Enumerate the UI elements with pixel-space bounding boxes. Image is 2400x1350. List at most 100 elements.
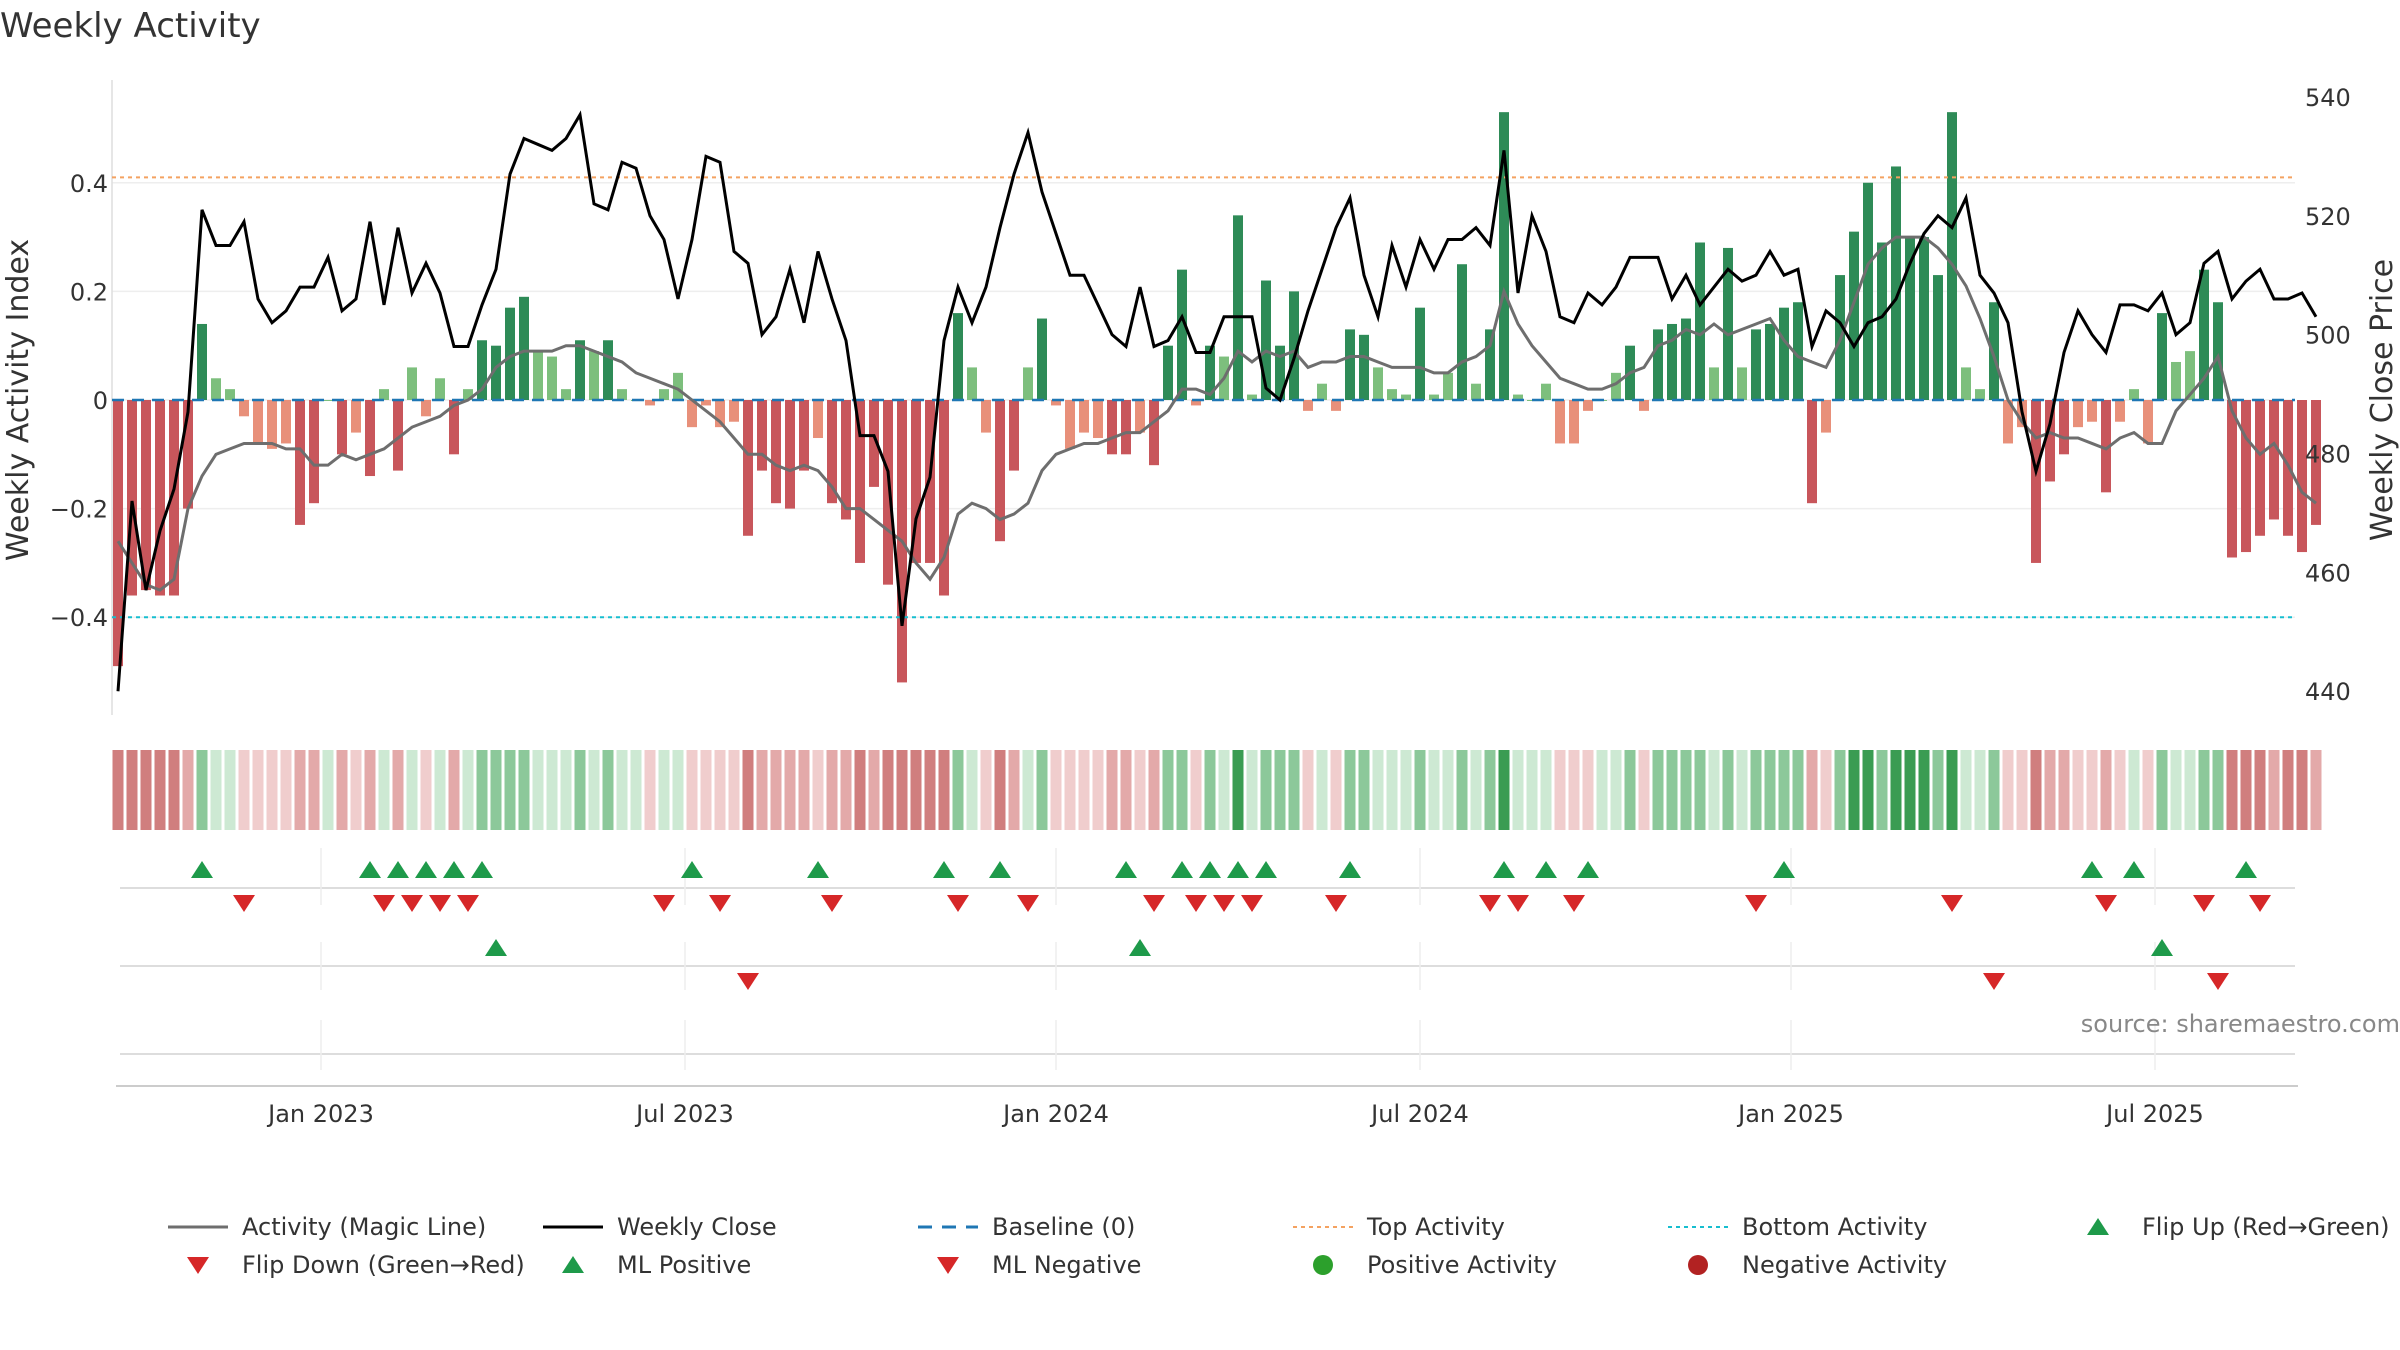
activity-bar xyxy=(2255,400,2265,536)
activity-strip-cell xyxy=(2170,750,2182,830)
activity-strip-cell xyxy=(1862,750,1874,830)
flip-down-marker xyxy=(709,895,731,912)
y2-axis-label: Weekly Close Price xyxy=(2365,259,2400,541)
activity-strip-cell xyxy=(154,750,166,830)
flip-down-marker xyxy=(1479,895,1501,912)
activity-bar xyxy=(519,296,529,400)
legend-label: ML Positive xyxy=(617,1251,752,1279)
activity-strip-cell xyxy=(1596,750,1608,830)
activity-strip-cell xyxy=(1050,750,1062,830)
legend-item: ML Negative xyxy=(918,1246,1141,1284)
activity-strip-cell xyxy=(714,750,726,830)
legend-item: Weekly Close xyxy=(543,1208,777,1246)
activity-bar xyxy=(1723,247,1733,400)
activity-bar xyxy=(799,400,809,471)
activity-bar xyxy=(2311,400,2321,525)
activity-bar xyxy=(1023,367,1033,400)
activity-strip-cell xyxy=(392,750,404,830)
activity-strip-cell xyxy=(252,750,264,830)
activity-strip-cell xyxy=(406,750,418,830)
activity-bar xyxy=(1751,329,1761,400)
legend-label: Activity (Magic Line) xyxy=(242,1213,487,1241)
solid-black-line-icon xyxy=(543,1225,603,1229)
activity-bar xyxy=(841,400,851,520)
activity-bar xyxy=(1037,318,1047,400)
activity-bar xyxy=(2101,400,2111,493)
activity-bar xyxy=(295,400,305,525)
activity-bar xyxy=(491,345,501,400)
activity-strip-cell xyxy=(168,750,180,830)
activity-strip-cell xyxy=(1218,750,1230,830)
activity-strip-cell xyxy=(1288,750,1300,830)
activity-strip-cell xyxy=(1134,750,1146,830)
activity-strip-cell xyxy=(2002,750,2014,830)
flip-up-marker xyxy=(2123,861,2145,878)
flip-down-marker xyxy=(1213,895,1235,912)
flip-down-marker xyxy=(653,895,675,912)
flip-up-marker xyxy=(1227,861,1249,878)
activity-bar xyxy=(715,400,725,428)
legend-item: Bottom Activity xyxy=(1668,1208,1927,1246)
activity-strip-cell xyxy=(476,750,488,830)
activity-strip-cell xyxy=(112,750,124,830)
activity-bar xyxy=(575,340,585,400)
x-tick-label: Jul 2024 xyxy=(1369,1100,1469,1128)
flip-up-marker xyxy=(1255,861,1277,878)
legend-label: ML Negative xyxy=(992,1251,1142,1279)
activity-strip-cell xyxy=(378,750,390,830)
activity-bar xyxy=(1499,112,1509,400)
activity-bar xyxy=(2269,400,2279,520)
activity-bar xyxy=(1401,394,1411,400)
activity-bar xyxy=(505,307,515,400)
activity-strip-cell xyxy=(1960,750,1972,830)
activity-bar xyxy=(281,400,291,444)
activity-strip-cell xyxy=(546,750,558,830)
activity-strip-cell xyxy=(1554,750,1566,830)
activity-strip-cell xyxy=(434,750,446,830)
activity-strip-cell xyxy=(2310,750,2322,830)
activity-strip-cell xyxy=(952,750,964,830)
activity-bar xyxy=(1611,372,1621,400)
activity-bar xyxy=(1009,400,1019,471)
activity-strip-cell xyxy=(364,750,376,830)
flip-up-marker xyxy=(1535,861,1557,878)
activity-strip-cell xyxy=(210,750,222,830)
activity-strip-cell xyxy=(1624,750,1636,830)
flip-up-marker xyxy=(1199,861,1221,878)
activity-strip-cell xyxy=(1974,750,1986,830)
activity-strip-cell xyxy=(1652,750,1664,830)
flip-down-marker xyxy=(2095,895,2117,912)
activity-strip-cell xyxy=(196,750,208,830)
activity-strip-cell xyxy=(2072,750,2084,830)
activity-strip-cell xyxy=(1456,750,1468,830)
activity-strip-cell xyxy=(1442,750,1454,830)
activity-bar xyxy=(645,400,655,406)
legend-item: ML Positive xyxy=(543,1246,751,1284)
activity-strip-cell xyxy=(1498,750,1510,830)
activity-strip-cell xyxy=(1834,750,1846,830)
activity-strip-cell xyxy=(1190,750,1202,830)
activity-bar xyxy=(1107,400,1117,455)
green-dot-icon xyxy=(1313,1255,1333,1275)
flip-up-marker xyxy=(989,861,1011,878)
activity-bar xyxy=(141,400,151,591)
activity-strip-cell xyxy=(2268,750,2280,830)
activity-strip-cell xyxy=(1302,750,1314,830)
activity-strip-cell xyxy=(1484,750,1496,830)
activity-bar xyxy=(673,372,683,400)
activity-strip-cell xyxy=(308,750,320,830)
activity-bar xyxy=(1695,242,1705,400)
activity-bar xyxy=(2129,389,2139,400)
flip-down-marker xyxy=(1563,895,1585,912)
legend-label: Positive Activity xyxy=(1367,1251,1557,1279)
activity-bar xyxy=(1345,329,1355,400)
activity-strip-cell xyxy=(1778,750,1790,830)
activity-strip-cell xyxy=(126,750,138,830)
activity-bar xyxy=(253,400,263,444)
grid-layer xyxy=(111,80,2298,1087)
activity-strip-cell xyxy=(1876,750,1888,830)
activity-bar xyxy=(183,400,193,509)
activity-bar xyxy=(1933,275,1943,400)
activity-strip-cell xyxy=(1330,750,1342,830)
